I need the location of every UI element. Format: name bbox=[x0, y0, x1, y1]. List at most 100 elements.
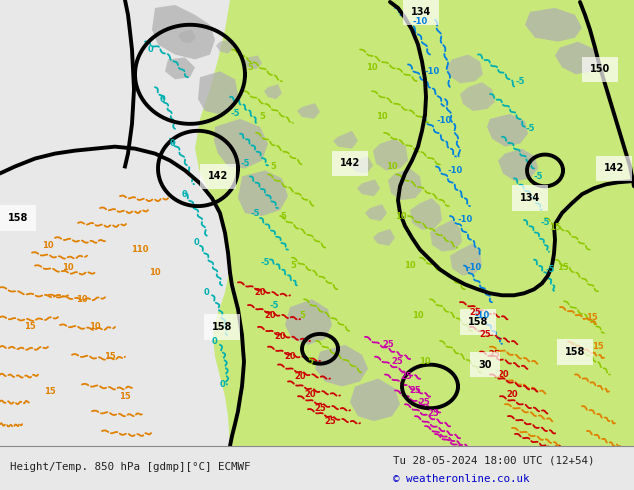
Text: 0: 0 bbox=[182, 190, 188, 199]
Text: 15: 15 bbox=[104, 352, 116, 361]
Text: 5: 5 bbox=[290, 261, 296, 270]
Text: 10: 10 bbox=[366, 63, 378, 72]
Polygon shape bbox=[450, 244, 482, 275]
Polygon shape bbox=[165, 57, 195, 79]
Text: 10: 10 bbox=[386, 162, 398, 171]
Polygon shape bbox=[487, 114, 528, 147]
Text: 25: 25 bbox=[427, 409, 439, 417]
Text: 25: 25 bbox=[418, 398, 430, 407]
Text: 158: 158 bbox=[468, 317, 488, 327]
Text: 20: 20 bbox=[254, 288, 266, 297]
Text: Tu 28-05-2024 18:00 UTC (12+54): Tu 28-05-2024 18:00 UTC (12+54) bbox=[393, 455, 595, 465]
Text: -5: -5 bbox=[260, 258, 269, 267]
Text: 0: 0 bbox=[159, 95, 165, 103]
Text: -10: -10 bbox=[467, 263, 482, 272]
Polygon shape bbox=[555, 42, 600, 74]
Text: 20: 20 bbox=[264, 311, 276, 319]
Polygon shape bbox=[195, 0, 634, 446]
Text: -5: -5 bbox=[269, 301, 279, 310]
Text: 10: 10 bbox=[42, 241, 54, 250]
Text: 25: 25 bbox=[409, 386, 421, 395]
Text: 134: 134 bbox=[520, 193, 540, 203]
Polygon shape bbox=[264, 84, 282, 99]
Text: -5: -5 bbox=[515, 77, 525, 86]
Polygon shape bbox=[388, 169, 422, 200]
Text: 0: 0 bbox=[219, 380, 225, 389]
Polygon shape bbox=[373, 229, 395, 246]
Text: 15: 15 bbox=[557, 263, 569, 272]
Text: Height/Temp. 850 hPa [gdmp][°C] ECMWF: Height/Temp. 850 hPa [gdmp][°C] ECMWF bbox=[10, 462, 250, 472]
Text: 0: 0 bbox=[193, 238, 199, 247]
Text: 25: 25 bbox=[469, 308, 481, 317]
Text: -5: -5 bbox=[230, 109, 240, 119]
Text: 10: 10 bbox=[76, 295, 88, 304]
Text: 0: 0 bbox=[203, 288, 209, 297]
Text: -5: -5 bbox=[533, 172, 543, 181]
Text: 15: 15 bbox=[24, 322, 36, 332]
Text: 10: 10 bbox=[376, 112, 388, 122]
Polygon shape bbox=[315, 345, 368, 387]
Text: -10: -10 bbox=[424, 67, 439, 76]
Text: -10: -10 bbox=[457, 216, 472, 224]
Text: 5: 5 bbox=[259, 112, 265, 122]
Polygon shape bbox=[244, 55, 262, 70]
Text: -10: -10 bbox=[412, 17, 427, 26]
Text: 15: 15 bbox=[119, 392, 131, 401]
Text: 10: 10 bbox=[62, 263, 74, 272]
Polygon shape bbox=[198, 72, 238, 114]
Polygon shape bbox=[178, 30, 196, 44]
Text: 15: 15 bbox=[586, 313, 598, 321]
Text: 5: 5 bbox=[299, 311, 305, 319]
Text: 5: 5 bbox=[247, 63, 253, 72]
Text: 134: 134 bbox=[411, 7, 431, 17]
Text: 5: 5 bbox=[307, 357, 313, 366]
Text: 25: 25 bbox=[488, 350, 500, 359]
Polygon shape bbox=[285, 299, 332, 345]
Text: -5: -5 bbox=[250, 209, 260, 218]
Text: 20: 20 bbox=[294, 372, 306, 381]
Text: 25: 25 bbox=[382, 341, 394, 349]
Text: 150: 150 bbox=[590, 64, 610, 74]
Text: 20: 20 bbox=[284, 352, 296, 361]
Text: 5: 5 bbox=[270, 162, 276, 171]
Polygon shape bbox=[373, 139, 408, 171]
Polygon shape bbox=[498, 148, 538, 181]
Text: 25: 25 bbox=[324, 416, 336, 426]
Text: 158: 158 bbox=[212, 322, 232, 332]
Text: 110: 110 bbox=[131, 245, 149, 254]
Text: -10: -10 bbox=[436, 117, 451, 125]
Text: 20: 20 bbox=[506, 390, 518, 399]
Text: 142: 142 bbox=[340, 158, 360, 169]
Polygon shape bbox=[333, 131, 358, 148]
Text: 10: 10 bbox=[419, 357, 431, 366]
Text: 0: 0 bbox=[147, 45, 153, 54]
Text: 10: 10 bbox=[149, 268, 161, 277]
Polygon shape bbox=[350, 378, 400, 421]
Text: 10: 10 bbox=[404, 261, 416, 270]
Polygon shape bbox=[350, 157, 373, 173]
Text: 20: 20 bbox=[497, 370, 509, 379]
Polygon shape bbox=[238, 171, 288, 216]
Polygon shape bbox=[357, 179, 380, 196]
Text: 20: 20 bbox=[274, 332, 286, 342]
Text: -5: -5 bbox=[545, 265, 555, 274]
Text: 142: 142 bbox=[604, 164, 624, 173]
Text: -5: -5 bbox=[525, 124, 534, 133]
Text: 15: 15 bbox=[592, 343, 604, 351]
Text: 5: 5 bbox=[280, 212, 286, 220]
Text: © weatheronline.co.uk: © weatheronline.co.uk bbox=[393, 474, 529, 484]
Text: 0: 0 bbox=[170, 139, 176, 148]
Text: 158: 158 bbox=[8, 213, 28, 223]
Polygon shape bbox=[525, 8, 582, 42]
Text: 25: 25 bbox=[314, 404, 326, 413]
Text: -5: -5 bbox=[540, 219, 550, 227]
Text: 15: 15 bbox=[44, 387, 56, 396]
Polygon shape bbox=[297, 103, 320, 119]
Polygon shape bbox=[410, 198, 442, 230]
Text: 10: 10 bbox=[412, 311, 424, 319]
Polygon shape bbox=[460, 82, 495, 111]
Text: 25: 25 bbox=[400, 372, 412, 381]
Polygon shape bbox=[430, 220, 462, 252]
Text: 158: 158 bbox=[565, 347, 585, 357]
Text: 142: 142 bbox=[208, 172, 228, 181]
